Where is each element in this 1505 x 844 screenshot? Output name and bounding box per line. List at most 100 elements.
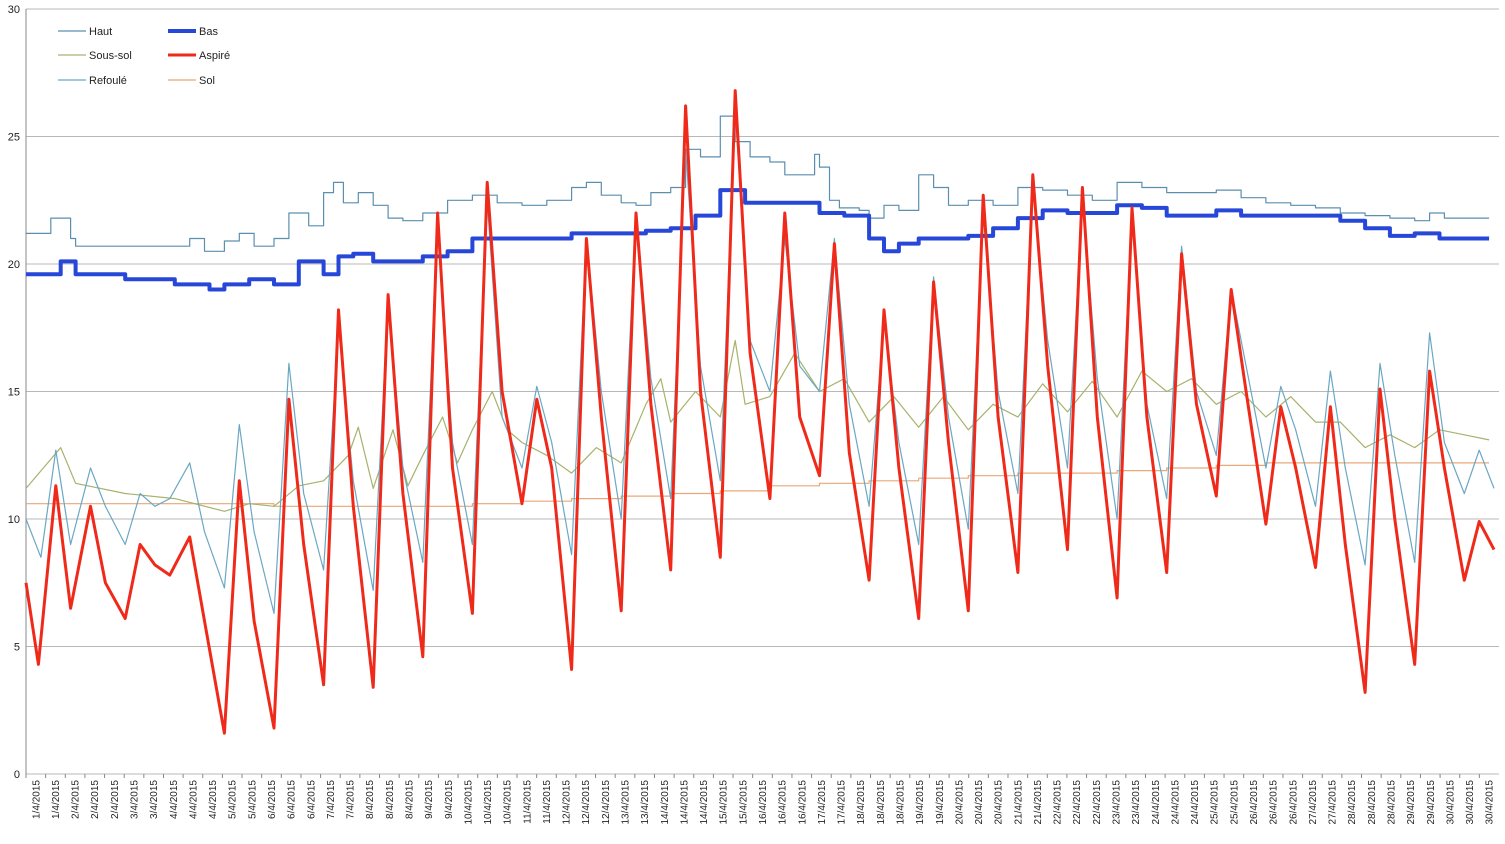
x-tick-label: 27/4/2015 [1308, 780, 1319, 825]
x-tick-label: 8/4/2015 [405, 780, 416, 819]
x-tick-label: 13/4/2015 [640, 780, 651, 825]
y-tick-label: 5 [14, 642, 20, 654]
x-tick-label: 10/4/2015 [483, 780, 494, 825]
x-tick-label: 29/4/2015 [1426, 780, 1437, 825]
y-tick-label: 10 [8, 514, 20, 526]
x-tick-label: 18/4/2015 [856, 780, 867, 825]
x-tick-label: 19/4/2015 [935, 780, 946, 825]
x-tick-label: 6/4/2015 [287, 780, 298, 819]
legend-label-sol: Sol [199, 75, 215, 87]
x-tick-label: 16/4/2015 [758, 780, 769, 825]
x-tick-label: 26/4/2015 [1288, 780, 1299, 825]
legend: Haut Bas Sous-sol Aspiré Refoulé Sol [58, 26, 230, 87]
x-tick-label: 5/4/2015 [247, 780, 258, 819]
y-tick-label: 15 [8, 387, 20, 399]
y-tick-label: 20 [8, 259, 20, 271]
x-tick-label: 14/4/2015 [660, 780, 671, 825]
x-tick-label: 16/4/2015 [778, 780, 789, 825]
y-axis: 0 5 10 15 20 25 30 [8, 4, 27, 781]
x-tick-label: 25/4/2015 [1229, 780, 1240, 825]
x-tick-label: 19/4/2015 [915, 780, 926, 825]
x-tick-label: 12/4/2015 [562, 780, 573, 825]
y-tick-label: 30 [8, 4, 20, 16]
x-tick-label: 1/4/2015 [51, 780, 62, 819]
series-line-refoul- [25, 110, 1495, 614]
x-tick-label: 28/4/2015 [1387, 780, 1398, 825]
x-tick-label: 29/4/2015 [1406, 780, 1417, 825]
x-tick-label: 17/4/2015 [837, 780, 848, 825]
x-tick-label: 6/4/2015 [306, 780, 317, 819]
x-tick-label: 3/4/2015 [149, 780, 160, 819]
x-tick-label: 27/4/2015 [1328, 780, 1339, 825]
x-tick-label: 2/4/2015 [90, 780, 101, 819]
series-line-aspir- [24, 89, 1496, 735]
gridlines [26, 8, 1499, 775]
x-tick-label: 7/4/2015 [346, 780, 357, 819]
x-tick-label: 10/4/2015 [463, 780, 474, 825]
x-tick-label: 28/4/2015 [1347, 780, 1358, 825]
x-tick-label: 13/4/2015 [621, 780, 632, 825]
x-tick-label: 12/4/2015 [581, 780, 592, 825]
x-tick-label: 25/4/2015 [1210, 780, 1221, 825]
x-tick-label: 15/4/2015 [738, 780, 749, 825]
x-tick-label: 18/4/2015 [896, 780, 907, 825]
x-tick-label: 6/4/2015 [267, 780, 278, 819]
x-tick-label: 24/4/2015 [1170, 780, 1181, 825]
x-tick-label: 1/4/2015 [31, 780, 42, 819]
x-tick-label: 12/4/2015 [601, 780, 612, 825]
x-tick-label: 4/4/2015 [188, 780, 199, 819]
legend-label-sous-sol: Sous-sol [89, 50, 132, 62]
x-axis: 1/4/2015 1/4/2015 2/4/2015 2/4/2015 2/4/2015… [25, 774, 1496, 825]
x-tick-label: 24/4/2015 [1190, 780, 1201, 825]
x-tick-label: 26/4/2015 [1249, 780, 1260, 825]
legend-label-haut: Haut [89, 26, 112, 38]
x-tick-label: 18/4/2015 [876, 780, 887, 825]
x-tick-label: 4/4/2015 [208, 780, 219, 819]
x-tick-label: 2/4/2015 [110, 780, 121, 819]
legend-label-refoul-: Refoulé [89, 75, 127, 87]
series-line-sol [26, 462, 1490, 507]
x-tick-label: 21/4/2015 [1033, 780, 1044, 825]
x-tick-label: 21/4/2015 [1013, 780, 1024, 825]
x-tick-label: 22/4/2015 [1072, 780, 1083, 825]
x-tick-label: 14/4/2015 [679, 780, 690, 825]
x-tick-label: 28/4/2015 [1367, 780, 1378, 825]
x-tick-label: 26/4/2015 [1269, 780, 1280, 825]
x-tick-label: 22/4/2015 [1092, 780, 1103, 825]
x-tick-label: 10/4/2015 [503, 780, 514, 825]
x-tick-label: 30/4/2015 [1465, 780, 1476, 825]
y-tick-label: 25 [8, 132, 20, 144]
series-line-haut [26, 115, 1490, 252]
x-tick-label: 22/4/2015 [1053, 780, 1064, 825]
x-tick-label: 16/4/2015 [797, 780, 808, 825]
x-tick-label: 24/4/2015 [1151, 780, 1162, 825]
x-tick-label: 20/4/2015 [994, 780, 1005, 825]
series-layer [24, 89, 1496, 735]
x-tick-label: 7/4/2015 [326, 780, 337, 819]
series-line-bas [26, 188, 1490, 292]
x-tick-label: 17/4/2015 [817, 780, 828, 825]
x-tick-label: 30/4/2015 [1485, 780, 1496, 825]
x-tick-label: 3/4/2015 [130, 780, 141, 819]
x-tick-label: 20/4/2015 [974, 780, 985, 825]
x-tick-label: 11/4/2015 [542, 780, 553, 824]
x-tick-label: 23/4/2015 [1112, 780, 1123, 825]
x-tick-label: 23/4/2015 [1131, 780, 1142, 825]
x-tick-label: 8/4/2015 [365, 780, 376, 819]
x-tick-label: 5/4/2015 [228, 780, 239, 819]
y-tick-label: 0 [14, 769, 20, 781]
x-tick-label: 8/4/2015 [385, 780, 396, 819]
x-tick-label: 30/4/2015 [1445, 780, 1456, 825]
legend-label-aspir-: Aspiré [199, 50, 230, 62]
x-tick-label: 9/4/2015 [444, 780, 455, 819]
x-tick-label: 11/4/2015 [522, 780, 533, 824]
x-tick-label: 9/4/2015 [424, 780, 435, 819]
x-tick-label: 2/4/2015 [71, 780, 82, 819]
x-tick-label: 20/4/2015 [954, 780, 965, 825]
x-tick-label: 4/4/2015 [169, 780, 180, 819]
legend-label-bas: Bas [199, 26, 218, 38]
series-line-sous-sol [25, 339, 1490, 512]
x-tick-label: 14/4/2015 [699, 780, 710, 825]
